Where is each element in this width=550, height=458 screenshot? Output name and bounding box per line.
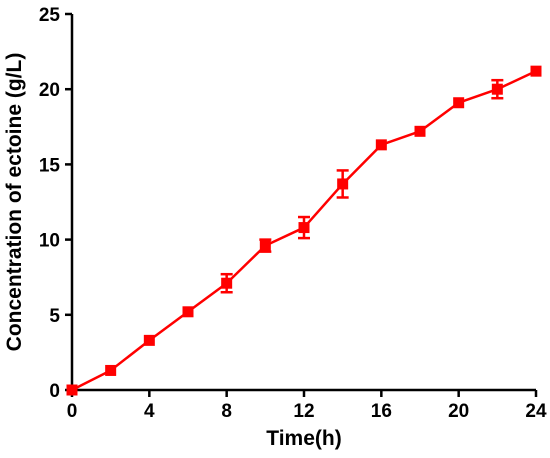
data-point-9 <box>414 125 426 137</box>
data-point-8 <box>375 139 387 151</box>
x-tick-label-16: 16 <box>371 401 392 422</box>
data-point-6 <box>298 222 310 234</box>
data-point-12 <box>530 65 542 77</box>
y-tick-label-0: 0 <box>49 381 60 402</box>
series-group <box>66 65 542 396</box>
data-point-10 <box>453 97 465 109</box>
x-tick-label-20: 20 <box>448 401 469 422</box>
data-point-3 <box>182 306 194 318</box>
x-axis-label: Time(h) <box>266 427 341 450</box>
data-point-0 <box>66 384 78 396</box>
y-tick-label-15: 15 <box>39 155 61 176</box>
y-tick-label-10: 10 <box>39 231 60 252</box>
y-tick-label-20: 20 <box>39 80 60 101</box>
x-tick-label-4: 4 <box>144 401 155 422</box>
y-ticks: 0 5 10 15 20 25 <box>39 5 72 402</box>
x-ticks: 0 4 8 12 16 20 24 <box>67 390 547 422</box>
y-tick-label-25: 25 <box>39 5 61 26</box>
x-tick-label-12: 12 <box>293 401 314 422</box>
data-point-2 <box>143 334 155 346</box>
x-tick-label-0: 0 <box>67 401 78 422</box>
data-point-7 <box>337 178 349 190</box>
data-point-11 <box>491 83 503 95</box>
data-point-1 <box>105 364 117 376</box>
data-point-4 <box>221 277 233 289</box>
x-tick-label-24: 24 <box>525 401 547 422</box>
data-point-5 <box>259 240 271 252</box>
x-tick-label-8: 8 <box>221 401 232 422</box>
y-axis-label: Concentration of ectoine (g/L) <box>3 53 26 352</box>
axes <box>70 14 536 392</box>
y-tick-label-5: 5 <box>49 306 60 327</box>
